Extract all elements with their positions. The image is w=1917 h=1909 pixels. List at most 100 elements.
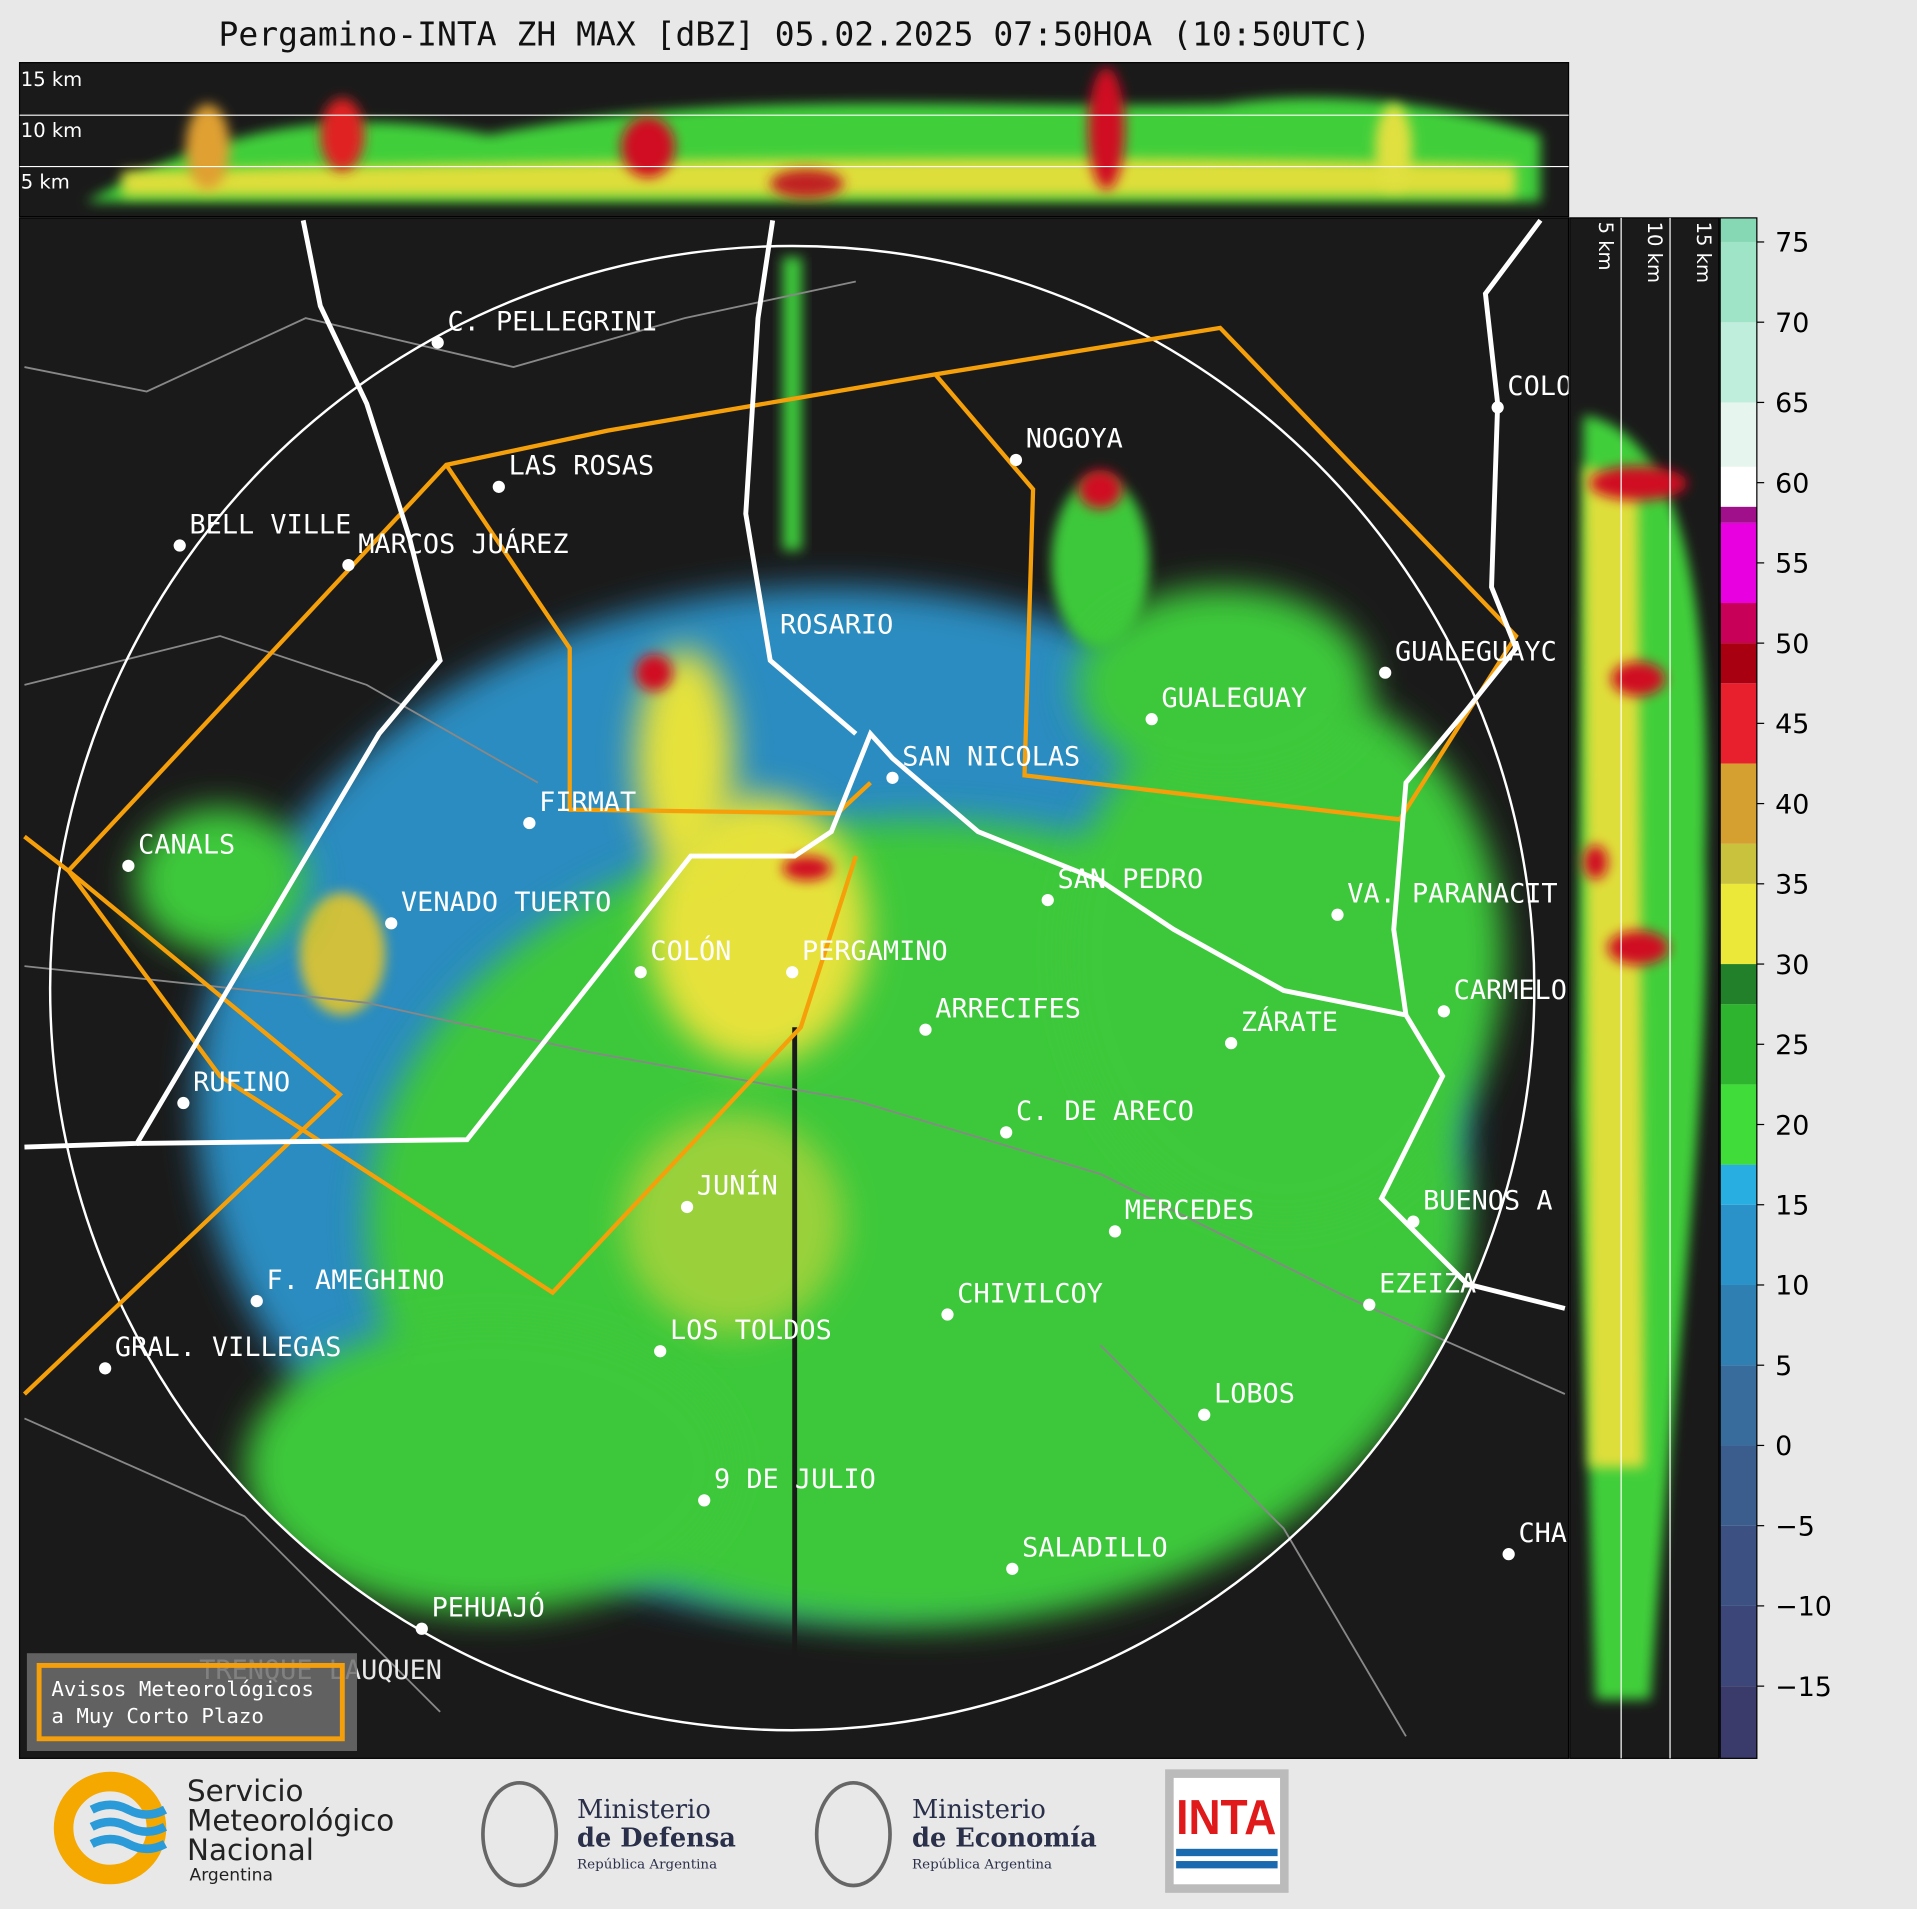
- height-label: 15 km: [21, 68, 82, 91]
- height-label: 10 km: [21, 119, 82, 142]
- colorbar-band: [1720, 1164, 1757, 1205]
- city-dot: [1000, 1126, 1013, 1139]
- range-ring: [48, 244, 1536, 1732]
- city-dot: [698, 1494, 711, 1507]
- city-label: CHIVILCOY: [957, 1278, 1103, 1309]
- colorbar-band: [1720, 763, 1757, 844]
- city-dot: [1009, 453, 1023, 467]
- colorbar-band: [1720, 643, 1757, 684]
- logo-text: Servicio: [187, 1774, 303, 1808]
- title: Pergamino-INTA ZH MAX [dBZ] 05.02.2025 0…: [219, 15, 1371, 54]
- colorbar-band: [1720, 1284, 1757, 1366]
- city-label: COLÓN: [650, 935, 731, 967]
- city-dot: [1108, 1225, 1122, 1238]
- colorbar-tick-label: 5: [1775, 1351, 1792, 1382]
- legend-text: a Muy Corto Plazo: [51, 1704, 264, 1728]
- colorbar-tick-label: 45: [1775, 709, 1809, 740]
- admin-borders: [24, 280, 1566, 1737]
- colorbar-band: [1720, 603, 1757, 644]
- colorbar-band: [1720, 1365, 1757, 1446]
- height-label: 5 km: [1594, 222, 1617, 271]
- city-label: RUFINO: [193, 1067, 290, 1098]
- colorbar-band: [1720, 1204, 1757, 1285]
- colorbar-band: [1720, 1605, 1757, 1687]
- city-dot: [1379, 666, 1392, 679]
- logo-text: Meteorológico: [187, 1803, 394, 1837]
- city-label: ZÁRATE: [1241, 1006, 1338, 1038]
- city-label: ROSARIO: [780, 610, 893, 641]
- city-dot: [680, 1200, 694, 1214]
- colorbar-tick-label: 55: [1775, 549, 1809, 580]
- colorbar-tick-label: 50: [1775, 629, 1809, 660]
- colorbar-band: [1720, 1686, 1757, 1759]
- city-label: BUENOS A: [1423, 1185, 1552, 1216]
- city-dot: [1502, 1548, 1515, 1561]
- city-label: FIRMAT: [539, 787, 636, 818]
- city-dot: [99, 1362, 112, 1375]
- colorbar-tick-label: 70: [1775, 308, 1809, 339]
- city-dot: [941, 1308, 954, 1321]
- city-dot: [1006, 1562, 1019, 1575]
- city-label: BELL VILLE: [189, 509, 351, 540]
- logo-text: Ministerio: [912, 1795, 1046, 1825]
- colorbar-tick-label: 10: [1775, 1271, 1809, 1302]
- city-label: NOGOYA: [1026, 424, 1123, 455]
- city-dot: [1331, 908, 1344, 921]
- city-label: C. DE ARECO: [1016, 1096, 1194, 1127]
- side-panel: 5 km 10 km 15 km: [1569, 217, 1720, 1759]
- logo-text: Ministerio: [577, 1795, 711, 1825]
- city-label: COLO: [1507, 371, 1572, 402]
- logo-text: de Economía: [912, 1823, 1097, 1853]
- colorbar-tick-label: 25: [1775, 1030, 1809, 1061]
- logo-text: Argentina: [189, 1866, 272, 1886]
- colorbar-band: [1720, 1084, 1757, 1165]
- city-dot: [122, 859, 135, 872]
- colorbar-band: [1720, 322, 1757, 403]
- colorbar-band: [1720, 964, 1757, 1005]
- city-label: GUALEGUAY: [1161, 683, 1307, 714]
- city-dot: [886, 771, 899, 784]
- colorbar-band: [1720, 1525, 1757, 1606]
- city-label: VA. PARANACIT: [1347, 879, 1557, 910]
- colorbar-band: [1720, 241, 1757, 323]
- inta-logo: INTA: [1165, 1769, 1289, 1893]
- city-dot: [1145, 713, 1158, 726]
- colorbar-band: [1720, 522, 1757, 604]
- city-dot: [654, 1345, 667, 1358]
- colorbar-tick-label: 40: [1775, 789, 1809, 820]
- city-label: C. PELLEGRINI: [447, 306, 657, 337]
- city-dot: [1363, 1298, 1376, 1311]
- height-label: 5 km: [21, 171, 70, 194]
- city-label: SALADILLO: [1022, 1533, 1168, 1564]
- colorbar-band: [1720, 402, 1757, 467]
- city-label: JUNÍN: [697, 1170, 778, 1202]
- city-label: GRAL. VILLEGAS: [115, 1332, 342, 1363]
- logo-text: de Defensa: [577, 1823, 736, 1853]
- city-dot: [385, 917, 398, 930]
- city-dot: [1491, 401, 1504, 414]
- height-label: 10 km: [1643, 222, 1666, 283]
- top-panel: 15 km 10 km 5 km: [18, 62, 1570, 218]
- colorbar-band: [1720, 683, 1757, 764]
- logo-text: Nacional: [187, 1833, 314, 1867]
- colorbar-tick-label: 20: [1775, 1110, 1809, 1141]
- city-dot: [173, 539, 186, 552]
- city-dot: [1198, 1408, 1211, 1421]
- city-dot: [1041, 893, 1054, 907]
- logos: Servicio Meteorológico Nacional Argentin…: [53, 1769, 1289, 1893]
- height-label: 15 km: [1692, 222, 1715, 283]
- logo-text: INTA: [1176, 1791, 1276, 1845]
- colorbar-tick-label: −15: [1775, 1672, 1832, 1703]
- colorbar-band: [1720, 843, 1757, 884]
- colorbar-tick-label: −5: [1775, 1511, 1815, 1542]
- colorbar-tick-label: 35: [1775, 870, 1809, 901]
- city-dot: [1437, 1005, 1450, 1018]
- economia-logo: Ministerio de Economía República Argenti…: [814, 1780, 1097, 1888]
- city-dot: [250, 1294, 263, 1308]
- city-dot: [431, 336, 444, 349]
- colorbar-tick-label: −10: [1775, 1592, 1832, 1623]
- warning-areas: [22, 325, 1519, 1396]
